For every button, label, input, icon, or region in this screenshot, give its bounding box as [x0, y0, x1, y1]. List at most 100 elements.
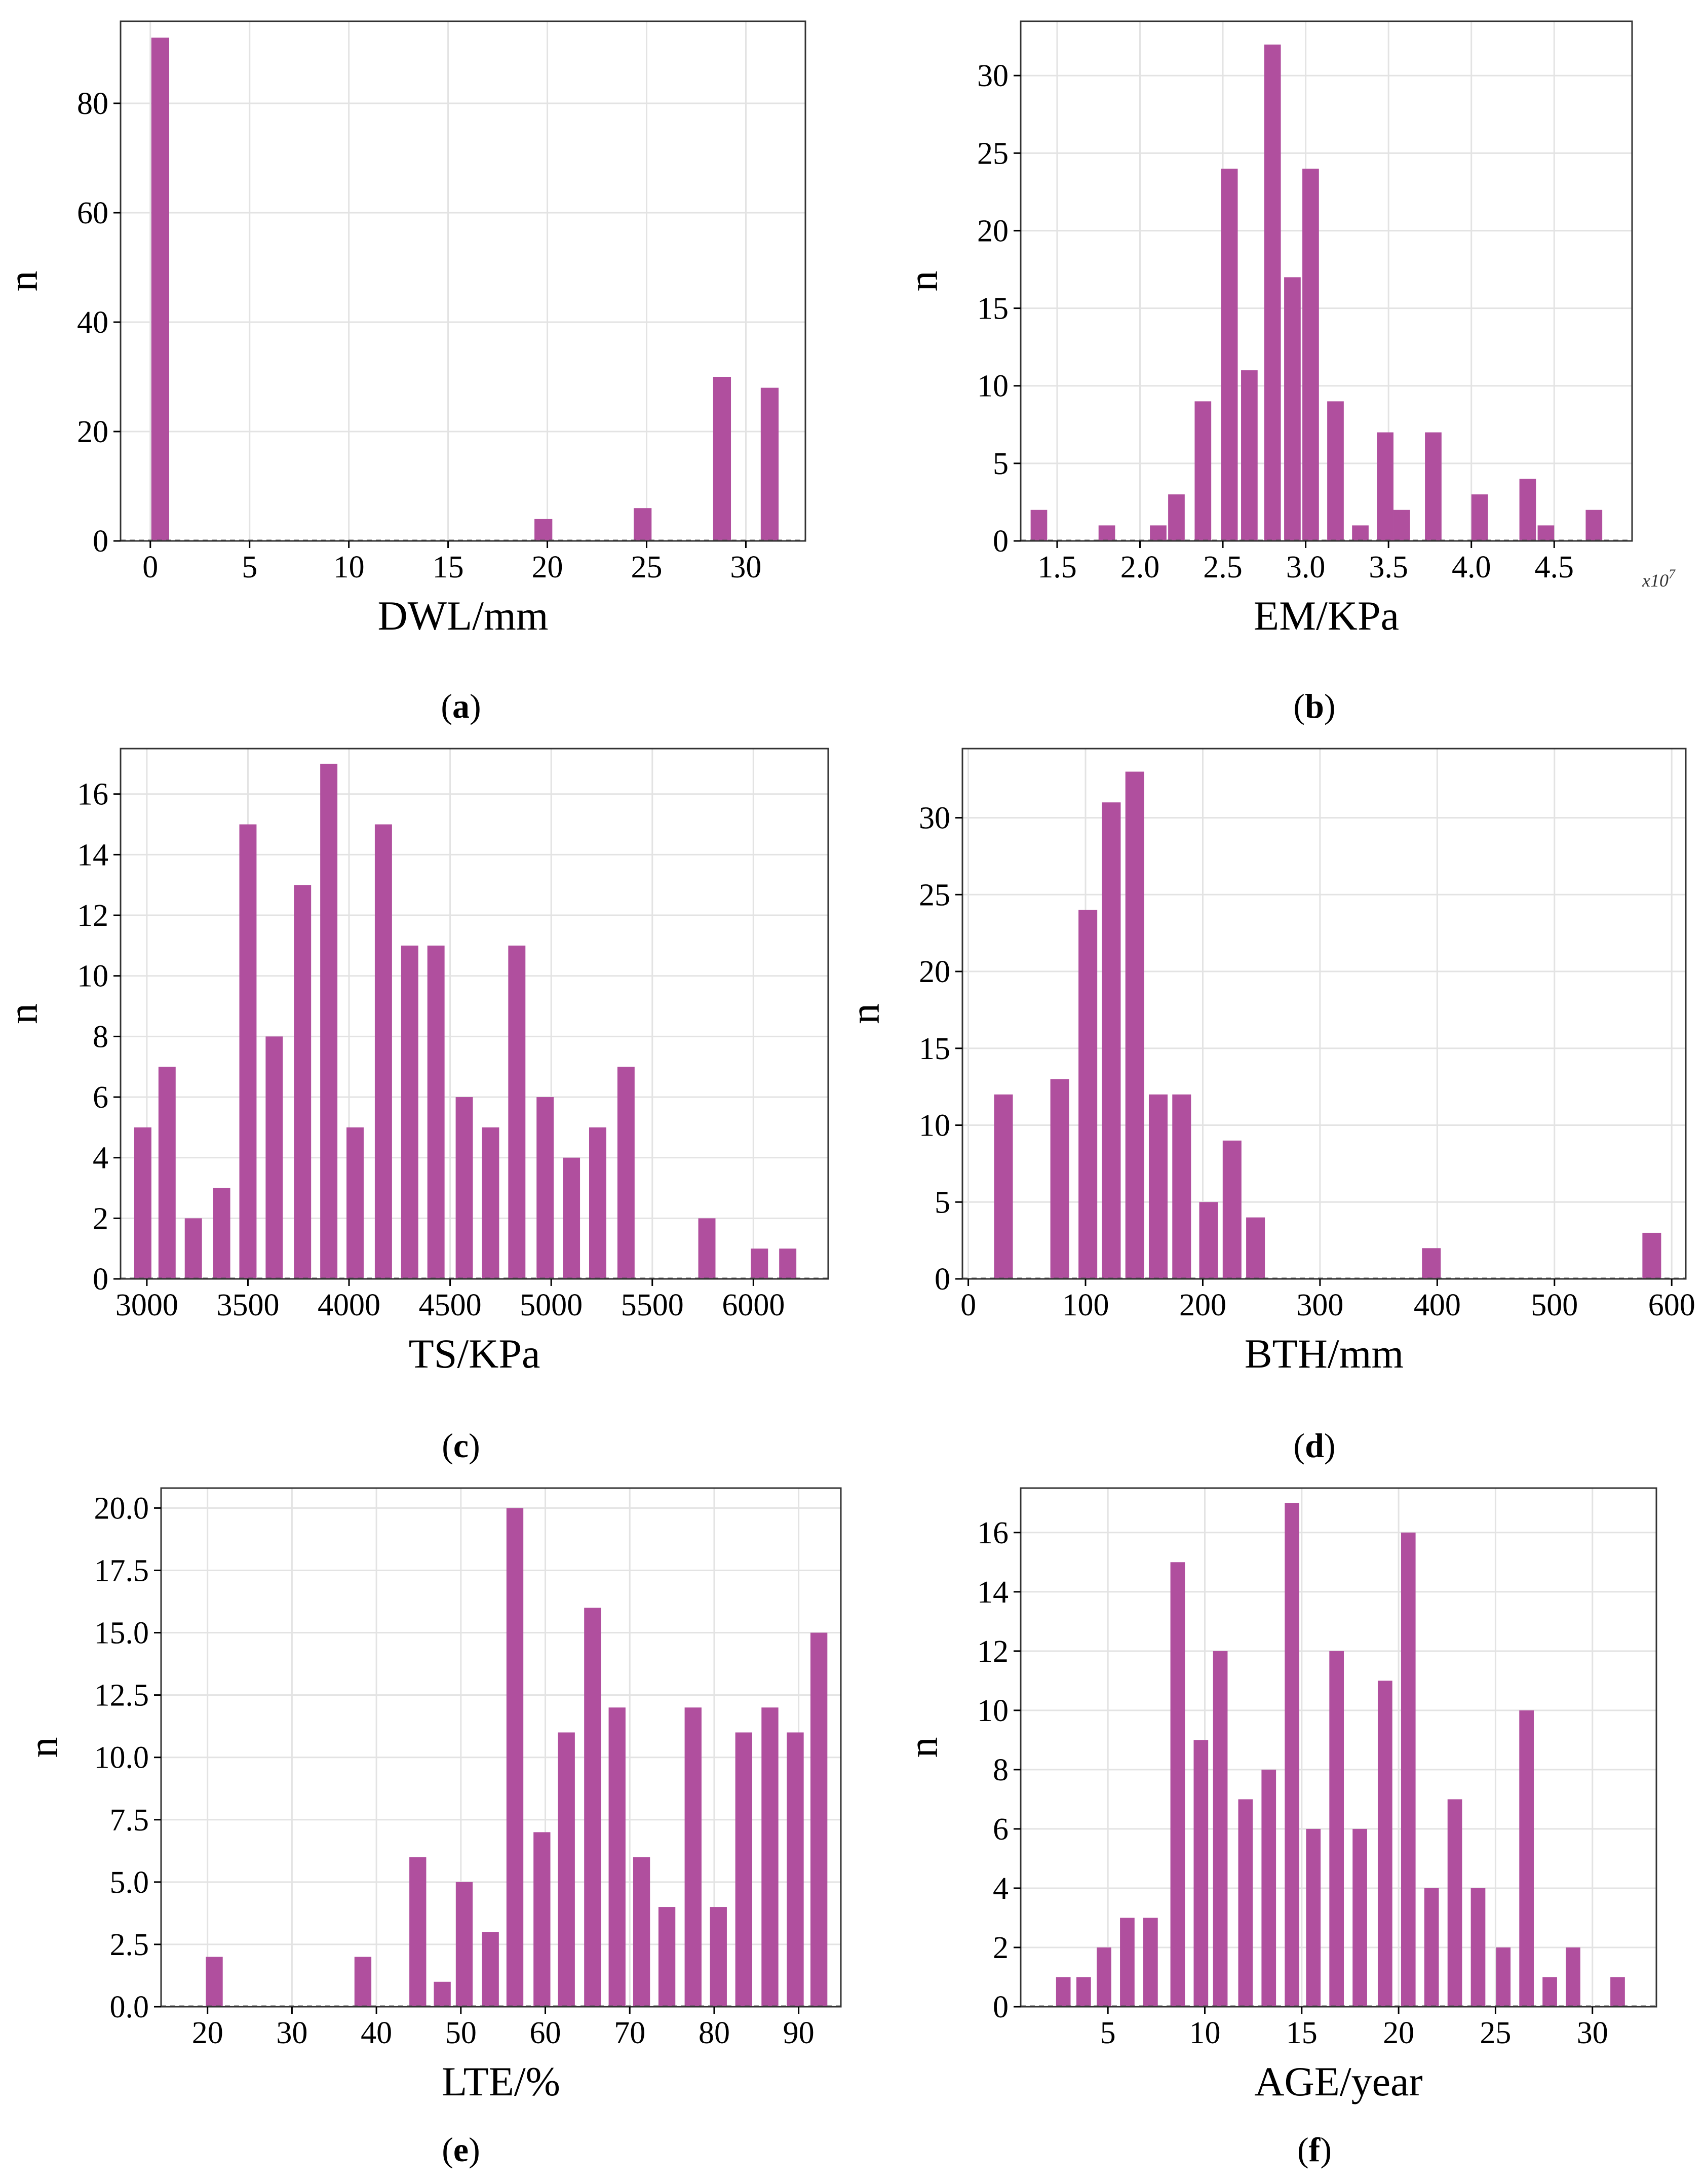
histogram-bar [1030, 510, 1048, 541]
x-tick-label: 30 [276, 2016, 307, 2050]
panel-a: 0 5 10 15 20 25 30 0 20 40 60 80 DWL/mm n [0, 0, 852, 689]
histogram-d: 0 100 200 300 400 500 600 0 5 10 15 20 25 30 BTH/mm n [842, 748, 1695, 1377]
histogram-bar [1194, 401, 1212, 541]
y-tick-label: 0 [93, 1262, 108, 1297]
panel-e: 20 30 40 50 60 70 80 90 0.0 2.5 5.0 7.5 10.0 12.5 15.0… [0, 1459, 852, 2132]
histogram-bar [533, 1832, 551, 2007]
y-tick-label: 20 [77, 415, 108, 449]
histogram-bar [184, 1218, 202, 1279]
y-axis-label: n [900, 1737, 946, 1758]
histogram-bar [536, 1097, 554, 1279]
histogram-bar [584, 1608, 601, 2007]
x-tick-label: 25 [1480, 2016, 1511, 2050]
x-tick-label: 4.5 [1535, 550, 1574, 584]
bars [994, 771, 1661, 1279]
histogram-bar [158, 1067, 176, 1279]
ticks: 0 5 10 15 20 25 30 0 20 40 60 80 [77, 87, 761, 584]
histogram-bar [294, 885, 312, 1279]
histogram-bar [1150, 525, 1167, 541]
x-tick-label: 1.5 [1037, 550, 1077, 584]
histogram-bar [1424, 1888, 1439, 2007]
histogram-bar [589, 1127, 606, 1279]
histogram-bar [1393, 510, 1410, 541]
histogram-bar [1285, 1503, 1300, 2007]
histogram-bar [1519, 1710, 1534, 2007]
histogram-bar [1213, 1651, 1228, 2007]
histogram-c: 3000 3500 4000 4500 5000 5500 6000 0 2 4 6 8 10 12 14 1… [0, 748, 829, 1377]
histogram-bar [346, 1127, 364, 1279]
histogram-bar [1056, 1977, 1071, 2007]
y-tick-label: 6 [993, 1812, 1009, 1847]
histogram-bar [1306, 1828, 1321, 2007]
y-tick-label: 60 [77, 196, 108, 230]
x-tick-label: 400 [1414, 1288, 1461, 1322]
x-tick-label: 25 [631, 550, 662, 584]
y-tick-label: 7.5 [110, 1803, 149, 1838]
ticks: 5 10 15 20 25 30 0 2 4 6 8 10 12 14 16 [977, 1516, 1608, 2050]
histogram-bar [1377, 1681, 1392, 2007]
histogram-bar [374, 824, 392, 1279]
histogram-bar [1642, 1232, 1661, 1279]
x-tick-label: 4500 [419, 1288, 482, 1322]
histogram-bar [1352, 1828, 1367, 2007]
y-tick-label: 40 [77, 305, 108, 340]
x-tick-label: 3.0 [1286, 550, 1326, 584]
histogram-bar [1401, 1532, 1416, 2007]
histogram-f: 5 10 15 20 25 30 0 2 4 6 8 10 12 14 16 AGE/year n [900, 1487, 1657, 2104]
plot-frame [160, 1487, 842, 2008]
x-tick-label: 3000 [115, 1288, 178, 1322]
x-tick-label: 600 [1648, 1288, 1695, 1322]
histogram-bar [534, 519, 553, 541]
y-tick-label: 5.0 [110, 1865, 149, 1900]
histogram-bar [427, 945, 445, 1279]
x-tick-label: 5500 [621, 1288, 684, 1322]
histogram-bar [1076, 1977, 1091, 2007]
histogram-bar [1241, 370, 1258, 541]
x-tick-label: 90 [783, 2016, 815, 2050]
histogram-e: 20 30 40 50 60 70 80 90 0.0 2.5 5.0 7.5 10.0 12.5 15.0… [20, 1487, 842, 2104]
histogram-bar [401, 945, 418, 1279]
x-tick-label: 15 [433, 550, 464, 584]
y-tick-label: 30 [977, 59, 1009, 93]
ticks: 3000 3500 4000 4500 5000 5500 6000 0 2 4 6 8 10 12 14 1… [77, 777, 785, 1322]
histogram-bar [455, 1097, 473, 1279]
histogram-bar [1261, 1769, 1276, 2007]
x-tick-label: 50 [445, 2016, 477, 2050]
histogram-bar [1120, 1918, 1135, 2007]
histogram-bar [1329, 1651, 1344, 2007]
y-tick-label: 12 [977, 1634, 1009, 1669]
x-tick-label: 15 [1286, 2016, 1318, 2050]
histogram-bar [1302, 168, 1319, 541]
histogram-bar [684, 1707, 702, 2007]
histogram-bar [698, 1218, 716, 1279]
histogram-bar [320, 763, 338, 1279]
y-tick-label: 6 [93, 1080, 108, 1115]
histogram-bar [779, 1249, 797, 1279]
y-axis-label: n [900, 271, 946, 292]
x-tick-label: 2.5 [1203, 550, 1243, 584]
y-tick-label: 15.0 [94, 1616, 149, 1651]
x-tick-label: 40 [361, 2016, 392, 2050]
caption-e: (e) [442, 2130, 480, 2169]
y-tick-label: 8 [93, 1020, 108, 1054]
y-tick-label: 20 [919, 955, 950, 989]
histogram-bar [1148, 1094, 1168, 1279]
x-tick-label: 3.5 [1369, 550, 1408, 584]
histogram-bar [713, 377, 731, 541]
histogram-bar [1143, 1918, 1158, 2007]
histogram-bar [787, 1732, 804, 2007]
histogram-bar [617, 1067, 635, 1279]
y-tick-label: 2 [93, 1201, 108, 1236]
histogram-bar [1102, 802, 1121, 1279]
histogram-bar [558, 1732, 575, 2007]
histogram-bar [1422, 1248, 1441, 1279]
histogram-bar [482, 1127, 499, 1279]
x-tick-label: 0 [142, 550, 158, 584]
histogram-bar [134, 1127, 151, 1279]
gridlines [1021, 21, 1632, 542]
histogram-bar [1284, 277, 1301, 541]
x-tick-label: 70 [614, 2016, 645, 2050]
panel-b: 1.5 2.0 2.5 3.0 3.5 4.0 4.5 0 5 10 15 20 25 30 EM/KPa n… [852, 0, 1704, 689]
histogram-bar [239, 824, 257, 1279]
gridlines [121, 21, 805, 542]
